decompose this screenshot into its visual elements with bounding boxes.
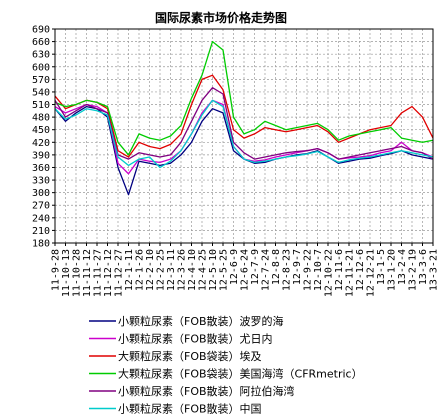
x-tick-label: 12-1-26 <box>135 249 146 291</box>
series-line-6 <box>54 99 434 169</box>
x-tick-label: 12-12-21 <box>366 249 377 297</box>
y-tick-label: 690 <box>32 25 50 36</box>
x-tick-label: 12-7-9 <box>250 249 261 285</box>
y-tick-label: 360 <box>32 163 50 174</box>
y-tick-label: 330 <box>32 176 50 187</box>
y-tick-label: 600 <box>32 62 50 73</box>
x-tick-label: 11-11-12 <box>82 249 93 297</box>
x-tick-label: 11-9-28 <box>51 249 62 291</box>
y-tick-label: 480 <box>32 113 50 124</box>
y-tick-label: 180 <box>32 239 50 250</box>
x-tick-label: 12-10-22 <box>324 249 335 297</box>
series-line-4 <box>54 40 434 156</box>
x-tick-label: 11-12-27 <box>114 249 125 297</box>
series-layer <box>54 40 434 196</box>
x-tick-label: 12-8-23 <box>282 249 293 291</box>
x-tick-label: 11-10-13 <box>61 249 72 297</box>
y-tick-label: 240 <box>32 213 50 224</box>
y-tick-label: 660 <box>32 37 50 48</box>
y-tick-label: 300 <box>32 188 50 199</box>
legend: 小颗粒尿素（FOB散装）波罗的海小颗粒尿素（FOB散装）尤日内大颗粒尿素（FOB… <box>89 314 363 416</box>
x-tick-label: 12-8-8 <box>271 249 282 285</box>
x-tick-label: 12-9-22 <box>303 249 314 291</box>
x-tick-label: 11-11-27 <box>93 249 104 297</box>
x-tick-label: 12-6-9 <box>229 249 240 285</box>
x-tick-label: 12-2-25 <box>156 249 167 291</box>
y-tick-label: 210 <box>32 226 50 237</box>
x-tick-label: 12-11-6 <box>334 249 345 291</box>
x-tick-label: 12-12-6 <box>355 249 366 291</box>
series-line-3 <box>54 74 434 158</box>
chart-title: 国际尿素市场价格走势图 <box>155 10 287 25</box>
x-axis-ticks: 11-9-28 11-10-13 11-10-28 11-11-12 11-11-27 1… <box>51 243 440 297</box>
x-tick-label: 13-2-19 <box>408 249 419 291</box>
y-tick-label: 510 <box>32 100 50 111</box>
x-tick-label: 12-2-10 <box>145 249 156 291</box>
plot-area <box>55 29 433 243</box>
y-tick-label: 390 <box>32 150 50 161</box>
plot-background <box>55 29 433 243</box>
legend-label-3: 大颗粒尿素（FOB袋装）埃及 <box>118 349 262 363</box>
legend-label-2: 小颗粒尿素（FOB散装）尤日内 <box>118 332 273 346</box>
legend-label-1: 小颗粒尿素（FOB散装）波罗的海 <box>118 314 284 328</box>
x-tick-label: 12-5-10 <box>208 249 219 291</box>
x-tick-label: 13-1-20 <box>387 249 398 291</box>
x-tick-label: 12-10-7 <box>313 249 324 291</box>
y-tick-label: 540 <box>32 87 50 98</box>
x-tick-label: 12-11-21 <box>345 249 356 297</box>
x-tick-label: 13-3-6 <box>418 249 429 285</box>
x-tick-label: 11-12-12 <box>103 249 114 297</box>
y-tick-label: 420 <box>32 138 50 149</box>
x-tick-label: 13-3-21 <box>429 249 440 291</box>
y-axis-ticks: 1802102402703003303603904204504805105405… <box>32 25 55 250</box>
x-tick-label: 13-2-4 <box>397 249 408 285</box>
y-tick-label: 570 <box>32 75 50 86</box>
x-tick-label: 12-3-11 <box>166 249 177 291</box>
y-tick-label: 270 <box>32 201 50 212</box>
y-tick-label: 450 <box>32 125 50 136</box>
x-tick-label: 11-10-28 <box>72 249 83 297</box>
x-tick-label: 12-3-26 <box>177 249 188 291</box>
x-tick-label: 12-9-7 <box>292 249 303 285</box>
y-tick-label: 630 <box>32 50 50 61</box>
x-tick-label: 12-5-25 <box>219 249 230 291</box>
legend-label-5: 小颗粒尿素（FOB散装）阿拉伯海湾 <box>118 384 295 398</box>
x-tick-label: 12-7-24 <box>261 249 272 291</box>
x-tick-label: 12-4-10 <box>187 249 198 291</box>
x-tick-label: 12-1-11 <box>124 249 135 291</box>
x-tick-label: 12-4-25 <box>198 249 209 291</box>
legend-label-4: 大颗粒尿素（FOB袋装）美国海湾（CFRmetric） <box>118 367 363 381</box>
x-tick-label: 12-6-24 <box>240 249 251 291</box>
legend-label-6: 小颗粒尿素（FOB散装）中国 <box>118 402 262 416</box>
x-tick-label: 13-1-5 <box>376 249 387 285</box>
